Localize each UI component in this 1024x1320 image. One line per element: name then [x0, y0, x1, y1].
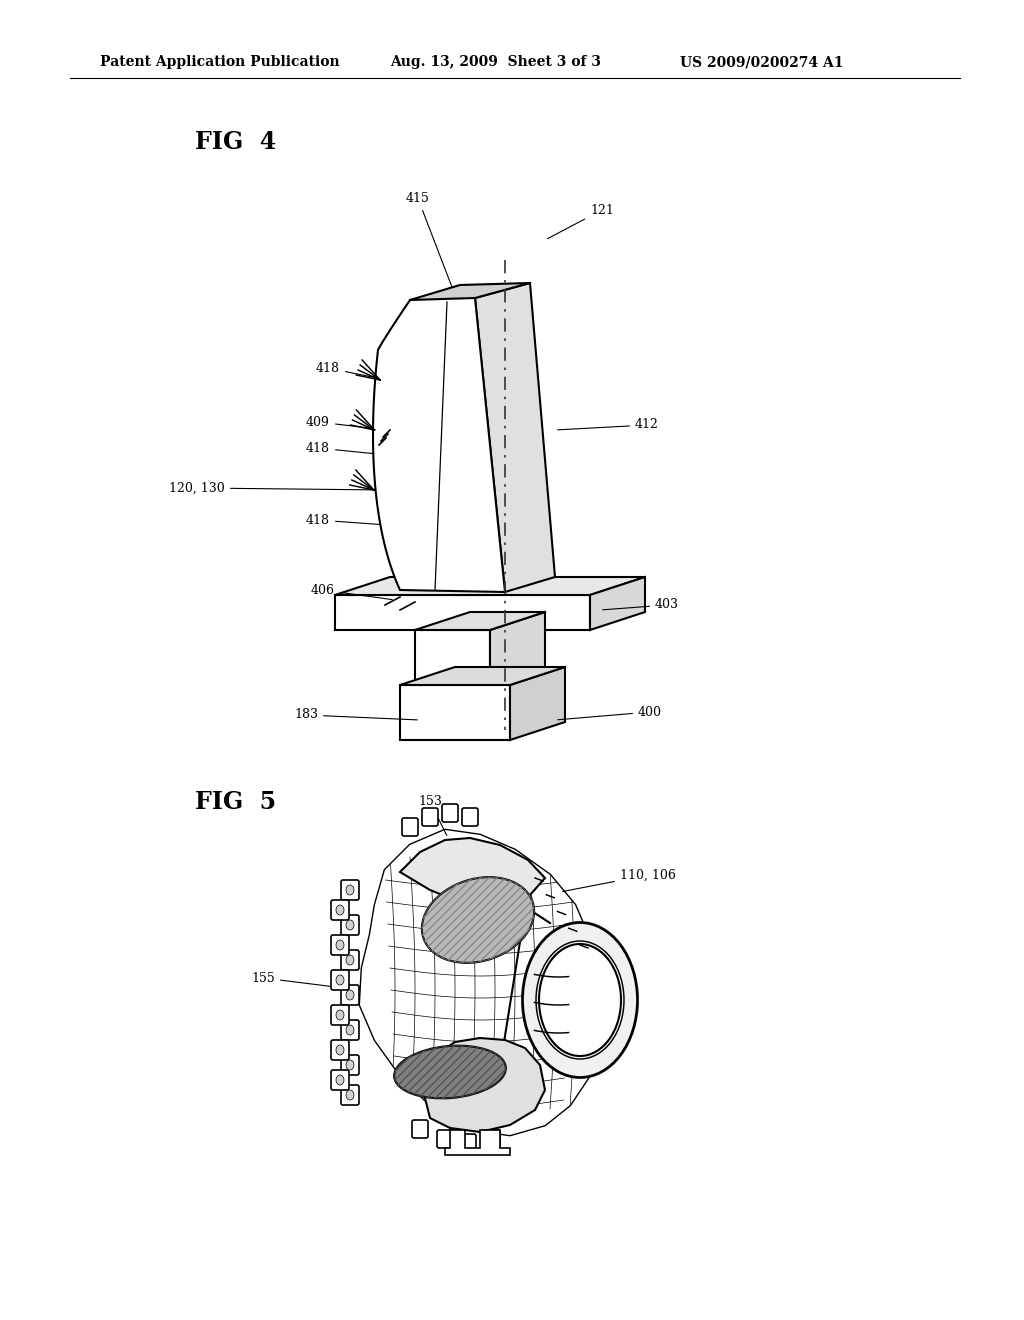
FancyBboxPatch shape: [341, 1055, 359, 1074]
FancyBboxPatch shape: [341, 1020, 359, 1040]
Text: 400: 400: [558, 705, 662, 719]
Polygon shape: [425, 1038, 545, 1133]
Ellipse shape: [336, 906, 344, 915]
Ellipse shape: [336, 1074, 344, 1085]
FancyBboxPatch shape: [341, 950, 359, 970]
FancyBboxPatch shape: [484, 1130, 500, 1148]
Ellipse shape: [539, 944, 621, 1056]
FancyBboxPatch shape: [422, 808, 438, 826]
Polygon shape: [510, 667, 565, 741]
Text: FIG  4: FIG 4: [195, 129, 276, 154]
Text: 110, 106: 110, 106: [563, 869, 676, 891]
Ellipse shape: [422, 878, 535, 962]
Text: 183: 183: [294, 709, 417, 722]
Polygon shape: [490, 612, 545, 685]
Polygon shape: [360, 830, 595, 1135]
Text: Patent Application Publication: Patent Application Publication: [100, 55, 340, 69]
Ellipse shape: [346, 920, 354, 931]
Ellipse shape: [336, 940, 344, 950]
FancyBboxPatch shape: [341, 985, 359, 1005]
Text: 120, 130: 120, 130: [169, 482, 384, 495]
Text: Aug. 13, 2009  Sheet 3 of 3: Aug. 13, 2009 Sheet 3 of 3: [390, 55, 601, 69]
FancyBboxPatch shape: [341, 1085, 359, 1105]
Ellipse shape: [394, 1045, 506, 1098]
FancyBboxPatch shape: [460, 1134, 476, 1152]
Ellipse shape: [346, 954, 354, 965]
FancyBboxPatch shape: [402, 818, 418, 836]
FancyBboxPatch shape: [331, 1071, 349, 1090]
FancyBboxPatch shape: [437, 1130, 453, 1148]
Polygon shape: [490, 667, 565, 685]
Polygon shape: [360, 830, 595, 1135]
Text: 418: 418: [306, 513, 384, 527]
Polygon shape: [415, 612, 545, 630]
Text: 415: 415: [407, 191, 454, 293]
Ellipse shape: [336, 1045, 344, 1055]
Polygon shape: [335, 595, 590, 630]
Polygon shape: [335, 577, 645, 595]
Ellipse shape: [346, 990, 354, 1001]
FancyBboxPatch shape: [331, 900, 349, 920]
Text: 155: 155: [251, 972, 357, 990]
Text: 412: 412: [558, 418, 658, 432]
Ellipse shape: [346, 1060, 354, 1071]
Polygon shape: [475, 282, 555, 591]
FancyBboxPatch shape: [341, 915, 359, 935]
Ellipse shape: [522, 923, 638, 1077]
FancyBboxPatch shape: [442, 804, 458, 822]
FancyBboxPatch shape: [462, 808, 478, 826]
Ellipse shape: [336, 1010, 344, 1020]
FancyBboxPatch shape: [331, 935, 349, 954]
Polygon shape: [400, 685, 510, 741]
FancyBboxPatch shape: [331, 1040, 349, 1060]
Text: 409: 409: [306, 416, 384, 430]
Polygon shape: [590, 577, 645, 630]
Polygon shape: [373, 296, 505, 591]
Text: 121: 121: [548, 203, 613, 239]
Polygon shape: [410, 282, 530, 300]
Text: FIG  5: FIG 5: [195, 789, 276, 814]
Text: US 2009/0200274 A1: US 2009/0200274 A1: [680, 55, 844, 69]
Polygon shape: [415, 630, 490, 685]
Text: 418: 418: [316, 362, 384, 379]
Ellipse shape: [346, 1090, 354, 1100]
Polygon shape: [445, 1130, 510, 1155]
FancyBboxPatch shape: [331, 1005, 349, 1026]
Text: 418: 418: [306, 441, 384, 454]
Ellipse shape: [346, 1026, 354, 1035]
Polygon shape: [400, 838, 545, 906]
FancyBboxPatch shape: [331, 970, 349, 990]
Ellipse shape: [346, 884, 354, 895]
Polygon shape: [400, 667, 565, 685]
FancyBboxPatch shape: [412, 1119, 428, 1138]
FancyBboxPatch shape: [341, 880, 359, 900]
Text: 403: 403: [603, 598, 679, 611]
Ellipse shape: [336, 975, 344, 985]
Text: 153: 153: [418, 795, 446, 836]
Text: 406: 406: [311, 583, 392, 599]
